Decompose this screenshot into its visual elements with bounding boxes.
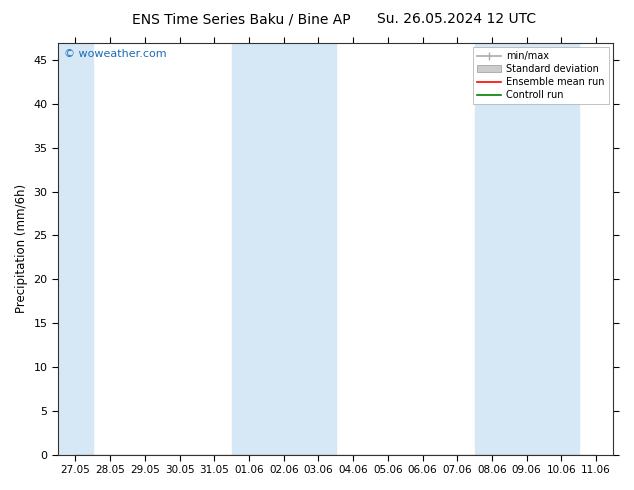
Text: ENS Time Series Baku / Bine AP: ENS Time Series Baku / Bine AP (132, 12, 350, 26)
Text: Su. 26.05.2024 12 UTC: Su. 26.05.2024 12 UTC (377, 12, 536, 26)
Bar (58, 43, 93, 455)
Text: © woweather.com: © woweather.com (63, 49, 166, 59)
Y-axis label: Precipitation (mm/6h): Precipitation (mm/6h) (15, 184, 28, 313)
Legend: min/max, Standard deviation, Ensemble mean run, Controll run: min/max, Standard deviation, Ensemble me… (473, 48, 609, 104)
Bar (475, 43, 579, 455)
Bar (231, 43, 336, 455)
